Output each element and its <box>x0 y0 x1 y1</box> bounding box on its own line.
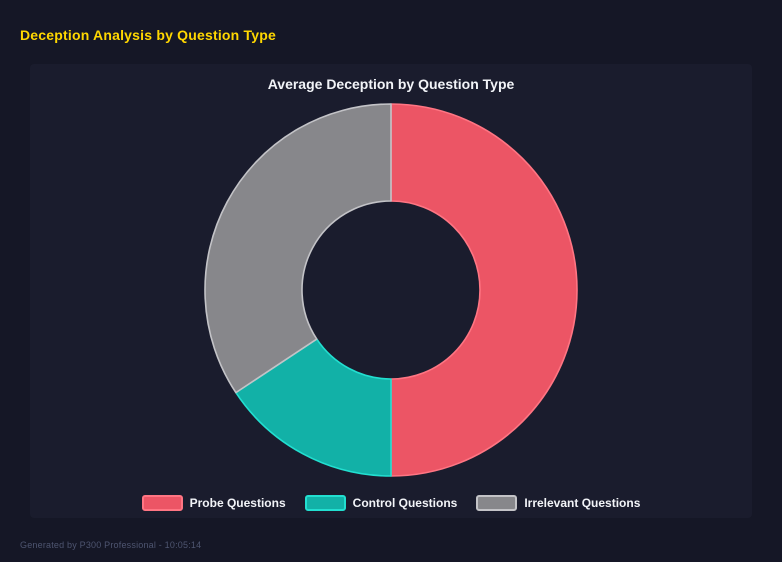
legend-swatch <box>141 495 183 511</box>
legend-item-1[interactable]: Control Questions <box>304 495 458 511</box>
legend-swatch <box>304 495 346 511</box>
legend-label: Irrelevant Questions <box>524 496 641 510</box>
legend-item-2[interactable]: Irrelevant Questions <box>476 495 640 511</box>
pie-slice-0[interactable] <box>390 103 578 477</box>
chart-title: Average Deception by Question Type <box>267 76 515 92</box>
legend-swatch <box>476 495 518 511</box>
donut-chart-svg <box>204 103 578 477</box>
legend-label: Probe Questions <box>189 496 286 510</box>
chart-legend: Probe Questions Control Questions Irreleva… <box>0 495 782 511</box>
pie-slice-2[interactable] <box>204 103 392 394</box>
footer-note: Generated by P300 Professional - 10:05:1… <box>20 540 202 550</box>
donut-slices-group <box>204 103 578 477</box>
pie-slice-1[interactable] <box>235 338 392 477</box>
legend-label: Control Questions <box>352 496 458 510</box>
page-title: Deception Analysis by Question Type <box>20 27 276 43</box>
legend-item-0[interactable]: Probe Questions <box>141 495 286 511</box>
